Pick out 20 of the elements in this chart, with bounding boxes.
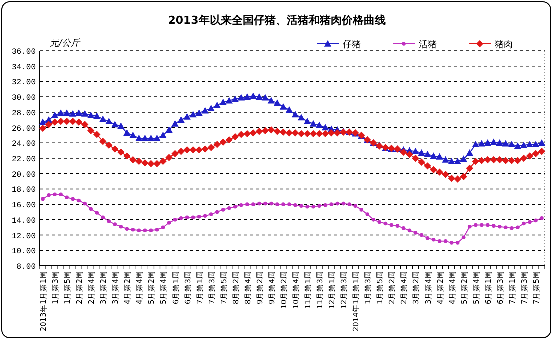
y-tick-label: 30.00 xyxy=(12,94,36,104)
y-tick-label: 16.00 xyxy=(12,202,36,211)
legend-label: 仔猪 xyxy=(343,40,361,50)
y-tick-label: 12.00 xyxy=(12,232,36,242)
y-tick-label: 14.00 xyxy=(12,216,36,226)
y-tick-label: 8.00 xyxy=(16,263,36,272)
y-axis-title: 元/公斤 xyxy=(50,38,82,49)
y-tick-label: 36.00 xyxy=(12,48,36,57)
y-tick-label: 24.00 xyxy=(12,140,36,150)
y-tick-label: 32.00 xyxy=(12,78,36,88)
y-tick-label: 26.00 xyxy=(12,124,36,134)
legend-label: 猪肉 xyxy=(495,40,513,50)
y-tick-label: 28.00 xyxy=(12,109,36,118)
y-tick-label: 34.00 xyxy=(12,63,36,72)
legend-label: 活猪 xyxy=(419,40,437,50)
y-tick-label: 18.00 xyxy=(12,186,36,196)
y-tick-label: 22.00 xyxy=(12,156,36,164)
y-tick-label: 20.00 xyxy=(12,170,36,180)
chart-title: 2013年以来全国仔猪、活猪和猪肉价格曲线 xyxy=(168,14,386,27)
y-tick-label: 10.00 xyxy=(12,248,36,257)
